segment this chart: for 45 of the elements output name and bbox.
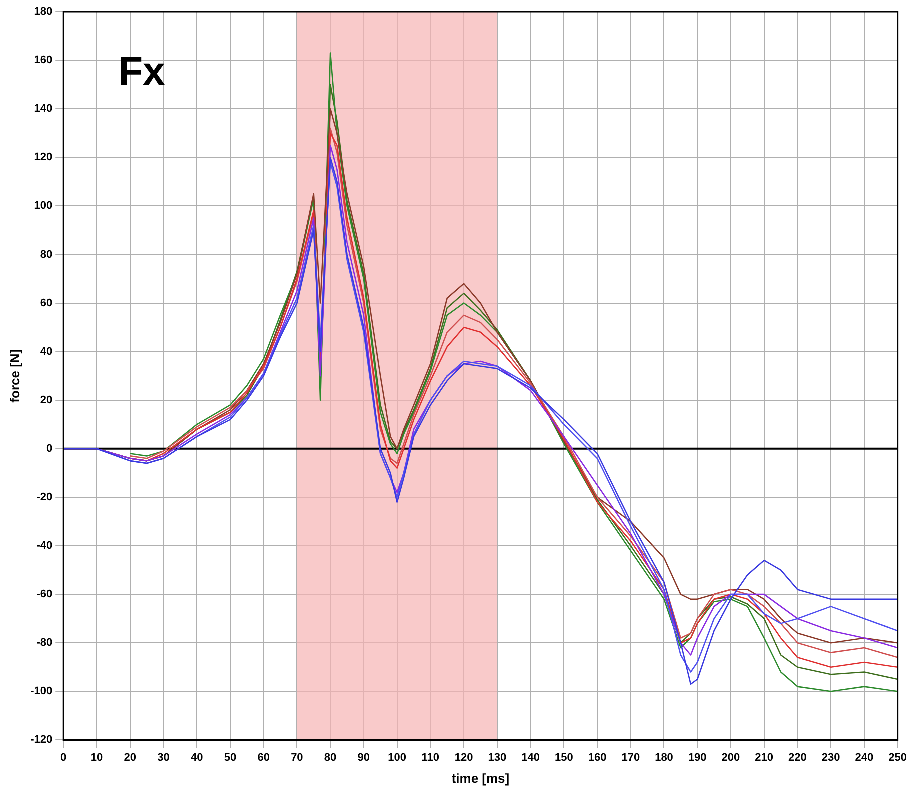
y-axis-title: force [N] <box>7 349 22 403</box>
x-tick-label: 120 <box>454 752 474 764</box>
x-tick-label: 210 <box>755 752 774 764</box>
y-tick-label: 100 <box>34 200 53 212</box>
x-tick-label: 110 <box>422 752 440 764</box>
y-tick-label: -120 <box>30 734 53 746</box>
x-tick-label: 170 <box>622 752 640 764</box>
x-tick-label: 160 <box>588 752 607 764</box>
x-tick-label: 70 <box>291 752 304 764</box>
y-tick-label: -20 <box>36 492 53 504</box>
x-tick-label: 80 <box>324 752 337 764</box>
y-tick-label: 80 <box>40 248 53 261</box>
y-tick-label: 180 <box>34 6 53 18</box>
x-tick-label: 90 <box>358 752 370 764</box>
y-tick-label: 40 <box>40 346 53 358</box>
y-tick-label: -100 <box>30 686 53 698</box>
x-tick-label: 30 <box>158 752 170 764</box>
x-tick-label: 0 <box>60 752 67 764</box>
x-tick-label: 100 <box>388 752 406 764</box>
text: Fx <box>118 50 166 94</box>
y-tick-label: 120 <box>34 152 53 164</box>
x-tick-label: 130 <box>488 752 507 764</box>
x-axis-title: time [ms] <box>452 770 510 786</box>
y-tick-label: 140 <box>34 103 53 116</box>
x-tick-label: 240 <box>855 752 874 764</box>
x-tick-label: 20 <box>124 752 136 764</box>
x-tick-label: 200 <box>722 752 740 764</box>
x-tick-label: 10 <box>90 752 104 764</box>
x-tick-label: 250 <box>888 752 908 764</box>
x-tick-label: 230 <box>822 752 840 764</box>
y-tick-label: -40 <box>36 540 53 552</box>
x-tick-label: 140 <box>522 752 540 764</box>
y-tick-label: 160 <box>34 54 53 67</box>
x-tick-label: 50 <box>224 752 237 764</box>
x-tick-label: 180 <box>655 752 674 764</box>
y-tick-label: 20 <box>40 394 53 406</box>
y-tick-label: -60 <box>36 588 53 601</box>
y-tick-label: -80 <box>36 637 53 650</box>
x-tick-label: 60 <box>258 752 270 764</box>
x-tick-label: 40 <box>190 752 204 764</box>
y-tick-label: 0 <box>46 442 53 455</box>
x-tick-label: 190 <box>688 752 707 764</box>
x-tick-label: 220 <box>788 752 807 764</box>
x-tick-label: 150 <box>554 752 574 764</box>
y-tick-label: 60 <box>40 297 53 310</box>
